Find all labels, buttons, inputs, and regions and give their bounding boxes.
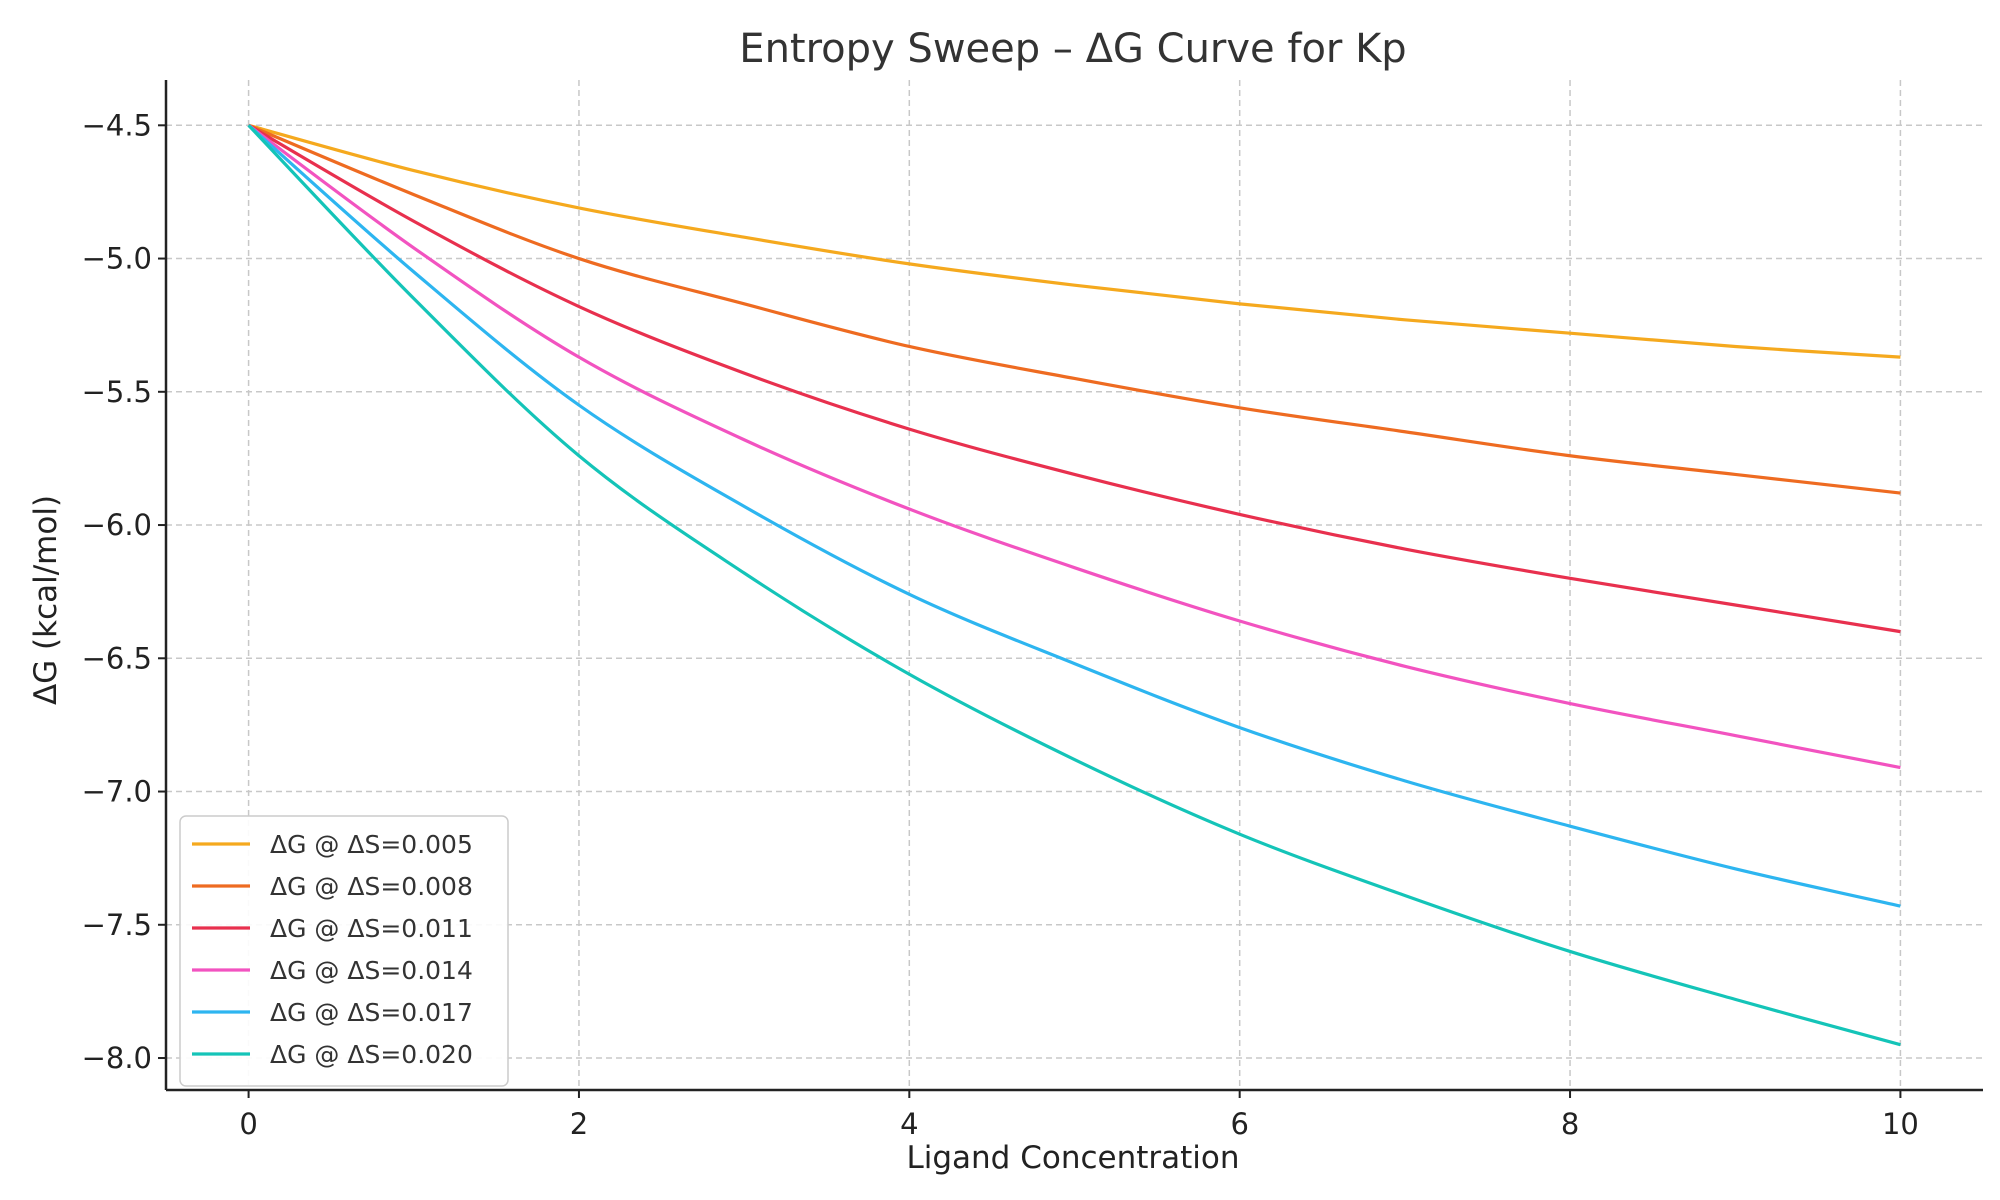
series-line-1 xyxy=(248,123,1901,359)
series-line-4 xyxy=(247,124,1901,770)
y-tick-label: −6.0 xyxy=(82,508,152,542)
x-tick-label: 8 xyxy=(1561,1107,1579,1141)
axes xyxy=(158,80,1983,1098)
legend-label-3: ΔG @ ΔS=0.011 xyxy=(270,914,473,943)
x-tick-label: 6 xyxy=(1230,1107,1248,1141)
y-tick-label: −6.5 xyxy=(82,641,152,675)
legend-label-6: ΔG @ ΔS=0.020 xyxy=(270,1040,473,1069)
series-line-5 xyxy=(247,124,1901,908)
legend: ΔG @ ΔS=0.005 ΔG @ ΔS=0.008 ΔG @ ΔS=0.011 Δ… xyxy=(179,815,509,1087)
x-tick-label: 4 xyxy=(900,1107,918,1141)
series-line-6 xyxy=(247,124,1901,1047)
series-line-2 xyxy=(247,123,1901,495)
y-tick-label: −7.5 xyxy=(82,908,152,942)
y-tick-label: −8.0 xyxy=(82,1041,152,1075)
tick-labels: 0 2 4 6 8 10 −4.5 −5.0 −5.5 −6.0 −6.5 −7.0 −7.5 −8.0 xyxy=(82,108,1919,1141)
legend-box xyxy=(179,815,509,1087)
y-tick-label: −5.5 xyxy=(82,375,152,409)
y-axis-label: ΔG (kcal/mol) xyxy=(28,495,64,705)
y-tick-label: −5.0 xyxy=(82,242,152,276)
x-axis-label: Ligand Concentration xyxy=(906,1140,1239,1176)
chart-title: Entropy Sweep – ΔG Curve for Kp xyxy=(739,26,1406,72)
x-tick-label: 10 xyxy=(1882,1107,1919,1141)
legend-label-4: ΔG @ ΔS=0.014 xyxy=(270,956,473,985)
series-lines xyxy=(247,123,1901,1047)
legend-label-1: ΔG @ ΔS=0.005 xyxy=(270,830,473,859)
series-line-3 xyxy=(247,123,1901,634)
y-tick-label: −7.0 xyxy=(82,775,152,809)
x-tick-label: 2 xyxy=(570,1107,588,1141)
x-tick-label: 0 xyxy=(239,1107,257,1141)
legend-label-2: ΔG @ ΔS=0.008 xyxy=(270,872,473,901)
y-tick-label: −4.5 xyxy=(82,108,152,142)
legend-label-5: ΔG @ ΔS=0.017 xyxy=(270,998,473,1027)
